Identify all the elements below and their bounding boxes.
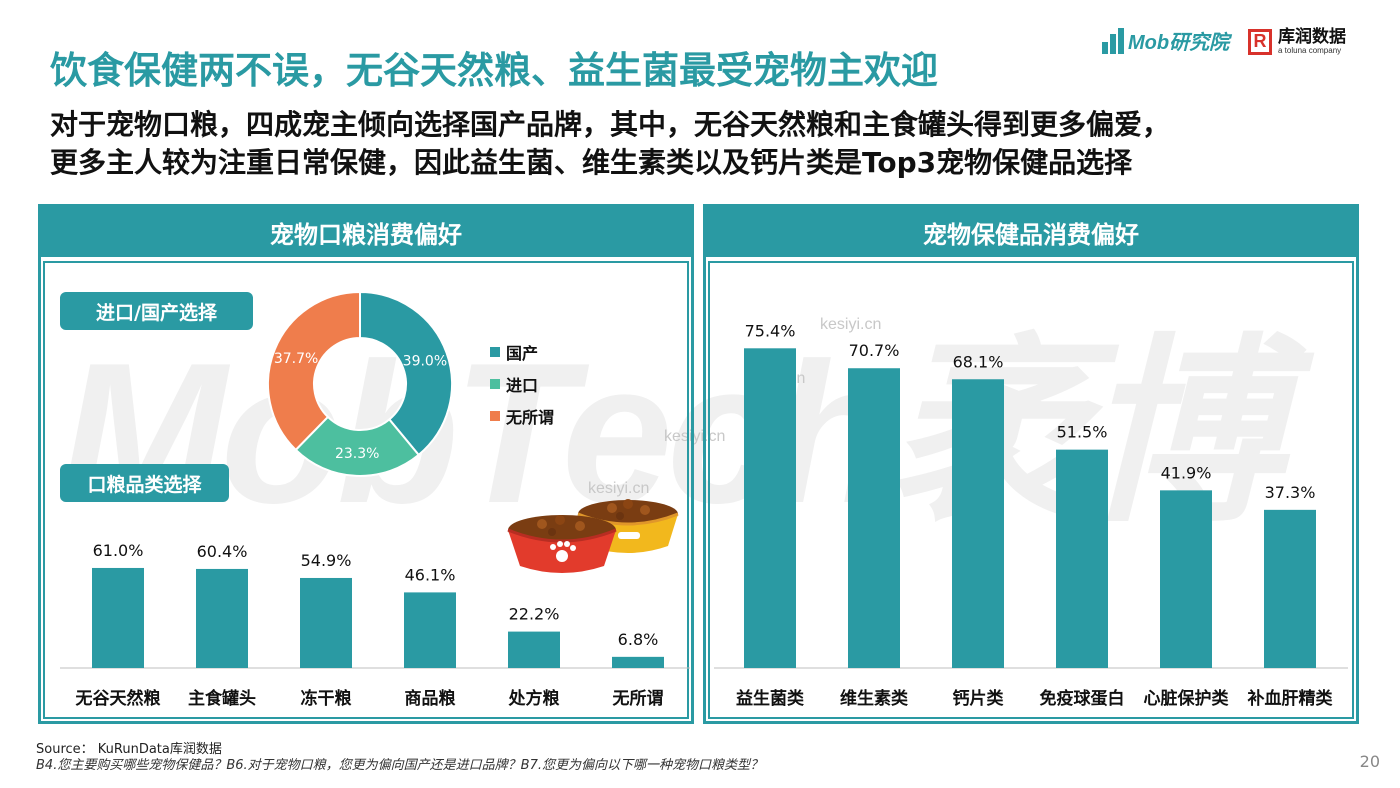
bar-value-label: 70.7% [849, 341, 900, 360]
legend-item-either: 无所谓 [490, 400, 554, 432]
bar-value-label: 6.8% [618, 630, 659, 649]
bar [848, 368, 900, 668]
food-panel-title: 宠物口粮消费偏好 [41, 207, 691, 257]
bar-value-label: 51.5% [1057, 423, 1108, 442]
bar [508, 631, 560, 668]
donut-slice [359, 290, 453, 457]
kurun-logo: R 库润数据 a toluna company [1248, 28, 1346, 55]
bar-category-label: 冻干粮 [301, 688, 352, 709]
bar-category-label: 处方粮 [508, 688, 560, 709]
kurun-logo-sub: a toluna company [1278, 46, 1342, 55]
question-note: B4.您主要购买哪些宠物保健品？B6.对于宠物口粮，您更为偏向国产还是进口品牌？… [36, 758, 763, 773]
legend-swatch [490, 411, 500, 421]
footer: Source： KuRunData库润数据 B4.您主要购买哪些宠物保健品？B6… [36, 742, 763, 774]
bar-value-label: 22.2% [509, 605, 560, 624]
bar-category-label: 主食罐头 [188, 688, 256, 709]
bar-value-label: 37.3% [1265, 483, 1316, 502]
source-note: Source： KuRunData库润数据 [36, 742, 222, 757]
legend-item-imported: 进口 [490, 368, 554, 400]
page-number: 20 [1359, 752, 1380, 771]
bar-category-label: 补血肝精类 [1247, 688, 1334, 709]
donut-slice-label: 37.7% [274, 351, 318, 367]
bar-category-label: 钙片类 [953, 688, 1005, 709]
bar-value-label: 61.0% [93, 541, 144, 560]
bar [744, 348, 796, 668]
bar-category-label: 无谷天然粮 [75, 688, 161, 709]
bar-value-label: 60.4% [197, 542, 248, 561]
food-category-bar-chart: 61.0% 无谷天然粮 60.4% 主食罐头 54.9% 冻干粮 46.1% 商品粮 22.2%… [60, 541, 690, 709]
watermark-site: kesiyi.cn [820, 316, 882, 333]
bar [612, 656, 664, 668]
legend-swatch [490, 347, 500, 357]
bar-category-label: 无所谓 [612, 689, 664, 709]
mob-logo-icon [1102, 27, 1124, 54]
bar-value-label: 54.9% [301, 551, 352, 570]
donut-slice-label: 39.0% [403, 354, 447, 370]
bar-category-label: 维生素类 [840, 688, 909, 709]
bar [196, 568, 248, 668]
food-panel-body [43, 261, 689, 719]
donut-slice-label: 23.3% [335, 446, 379, 462]
donut-slice [294, 415, 421, 477]
page-subtitle: 对于宠物口粮，四成宠主倾向选择国产品牌，其中，无谷天然粮和主食罐头得到更多偏爱，… [50, 106, 1370, 182]
mob-logo-text: Mob研究院 [1128, 32, 1230, 54]
food-preference-panel: 宠物口粮消费偏好 [38, 204, 694, 724]
legend-label: 国产 [506, 344, 539, 363]
watermark-site: kesiyi.cn [588, 480, 650, 497]
donut-slice [267, 290, 361, 452]
bar-category-label: 益生菌类 [736, 688, 805, 709]
legend-label: 无所谓 [506, 408, 555, 427]
supplement-preference-panel: 宠物保健品消费偏好 [703, 204, 1359, 724]
pet-food-bowls-image [507, 499, 679, 573]
kurun-logo-name: 库润数据 [1278, 27, 1346, 47]
donut-section-label: 进口/国产选择 [60, 292, 253, 330]
subtitle-line-1: 对于宠物口粮，四成宠主倾向选择国产品牌，其中，无谷天然粮和主食罐头得到更多偏爱， [50, 108, 1171, 141]
bar-value-label: 75.4% [745, 321, 796, 340]
bar [300, 577, 352, 668]
supplement-panel-body [708, 261, 1354, 719]
bar [92, 567, 144, 668]
legend-label: 进口 [506, 376, 539, 395]
bar-section-label: 口粮品类选择 [60, 464, 229, 502]
bar-value-label: 41.9% [1161, 463, 1212, 482]
bar [1056, 449, 1108, 668]
bar-category-label: 免疫球蛋白 [1040, 688, 1125, 709]
page-title: 饮食保健两不误，无谷天然粮、益生菌最受宠物主欢迎 [50, 49, 938, 92]
bar-category-label: 商品粮 [405, 688, 456, 709]
bar [1160, 490, 1212, 668]
bar-category-label: 心脏保护类 [1144, 688, 1230, 709]
bar [952, 379, 1004, 668]
supplement-panel-title: 宠物保健品消费偏好 [706, 207, 1356, 257]
bar-value-label: 68.1% [953, 352, 1004, 371]
bar [1264, 509, 1316, 668]
supplement-bar-chart: 75.4% 益生菌类 70.7% 维生素类 68.1% 钙片类 51.5% 免疫球蛋白 41.9… [714, 321, 1348, 709]
watermark-site: kesiyi.cn [664, 428, 726, 445]
origin-donut-chart: 39.0% 23.3% 37.7% [267, 290, 453, 477]
kurun-logo-icon: R [1248, 28, 1272, 55]
mob-logo: Mob研究院 [1102, 26, 1229, 55]
donut-legend: 国产 进口 无所谓 [490, 336, 554, 432]
subtitle-line-2: 更多主人较为注重日常保健，因此益生菌、维生素类以及钙片类是Top3宠物保健品选择 [50, 146, 1133, 179]
bar-value-label: 46.1% [405, 565, 456, 584]
bar [404, 592, 456, 668]
legend-item-domestic: 国产 [490, 336, 554, 368]
legend-swatch [490, 379, 500, 389]
